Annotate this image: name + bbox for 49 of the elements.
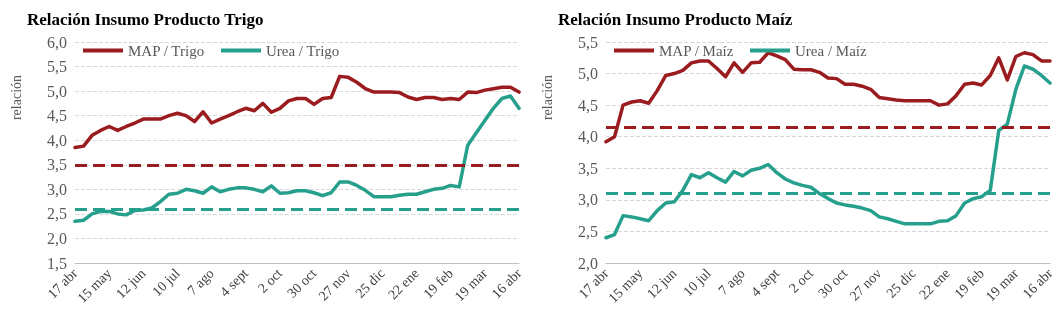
y-tick-label: 4,0: [578, 128, 598, 146]
y-tick-label: 2,5: [578, 222, 598, 240]
line-series: [604, 64, 1052, 240]
y-tick-label: 6,0: [47, 33, 67, 51]
x-tick-label: 12 jun: [113, 265, 149, 302]
line-series: [73, 94, 521, 224]
x-tick-label: 4 sept: [748, 265, 783, 300]
x-tick-label: 22 ene: [385, 265, 422, 303]
x-tick-label: 7 ago: [715, 265, 748, 298]
y-tick-label: 2,0: [47, 229, 67, 247]
x-tick-label: 10 jul: [680, 265, 714, 300]
y-tick-label: 3,0: [47, 180, 67, 198]
x-tick-label: 19 feb: [420, 265, 456, 302]
legend-label: Urea / Maíz: [795, 42, 867, 59]
y-tick-label: 5,0: [47, 82, 67, 100]
y-tick-label: 2,0: [578, 254, 598, 272]
x-tick-label: 2 oct: [786, 265, 817, 296]
x-tick-label: 10 jul: [149, 265, 183, 300]
y-tick-label: 5,0: [578, 65, 598, 83]
legend-label: MAP / Trigo: [128, 42, 205, 59]
x-tick-label: 25 dic: [883, 265, 919, 301]
x-tick-label: 12 jun: [644, 265, 680, 302]
y-tick-label: 1,5: [47, 254, 67, 272]
x-tick-label: 16 abr: [488, 265, 525, 302]
y-tick-label: 5,5: [578, 33, 598, 51]
y-tick-label: 3,5: [47, 156, 67, 174]
x-tick-label: 25 dic: [352, 265, 388, 301]
legend-label: Urea / Trigo: [265, 42, 340, 59]
line-series: [73, 74, 521, 150]
y-tick-label: 5,5: [47, 58, 67, 76]
x-tick-label: 16 abr: [1019, 265, 1056, 302]
legend-label: MAP / Maíz: [659, 42, 734, 59]
x-tick-label: 4 sept: [217, 265, 252, 300]
x-tick-label: 22 ene: [916, 265, 953, 303]
chart-title: Relación Insumo Producto Trigo: [27, 10, 264, 29]
y-tick-label: 3,0: [578, 191, 598, 209]
x-tick-label: 30 oct: [284, 265, 320, 301]
y-tick-label: 4,5: [47, 107, 67, 125]
y-tick-label: 4,5: [578, 96, 598, 114]
y-tick-label: 4,0: [47, 131, 67, 149]
x-tick-label: 2 oct: [255, 265, 286, 296]
x-tick-label: 19 feb: [951, 265, 987, 302]
x-tick-label: 7 ago: [184, 265, 217, 298]
x-tick-label: 30 oct: [815, 265, 851, 301]
chart-title: Relación Insumo Producto Maíz: [558, 10, 793, 29]
y-axis-title: relación: [539, 74, 555, 121]
y-axis-title: relación: [8, 74, 24, 121]
y-tick-label: 2,5: [47, 205, 67, 223]
y-tick-label: 3,5: [578, 159, 598, 177]
